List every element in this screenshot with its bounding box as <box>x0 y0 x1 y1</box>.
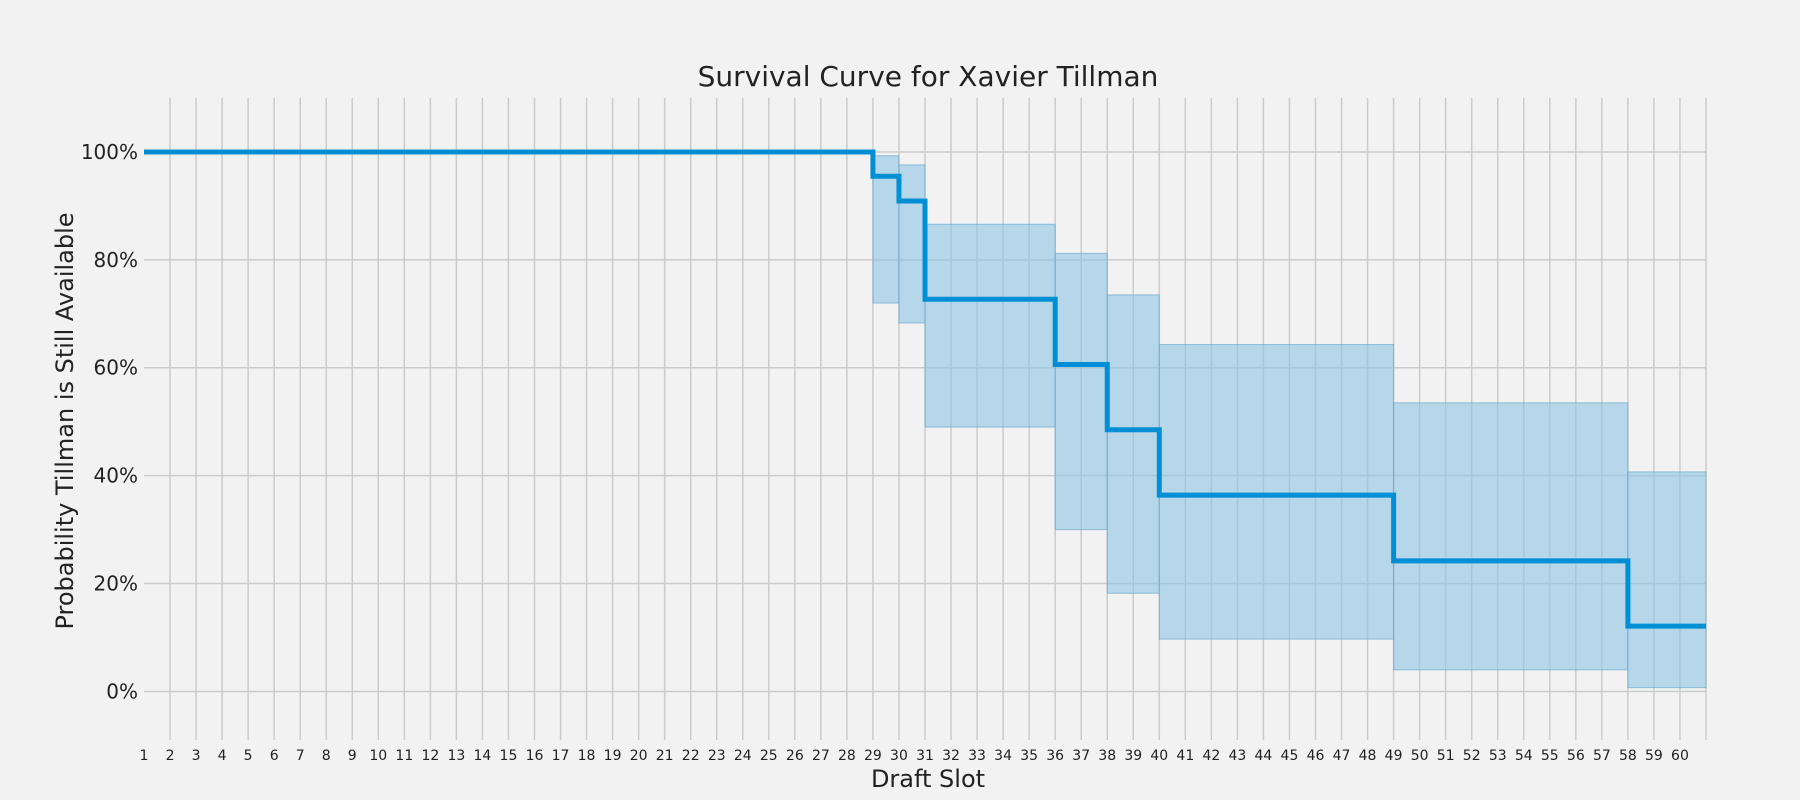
x-tick-label-57: 57 <box>1593 748 1611 764</box>
x-tick-label-43: 43 <box>1228 748 1246 764</box>
x-tick-label-25: 25 <box>760 748 778 764</box>
x-tick-label-49: 49 <box>1385 748 1403 764</box>
x-tick-label-54: 54 <box>1515 748 1533 764</box>
y-axis-label: Probability Tillman is Still Available <box>51 212 79 629</box>
ci-band-segment-36 <box>1054 252 1108 531</box>
x-tick-label-17: 17 <box>552 748 570 764</box>
x-tick-label-33: 33 <box>968 748 986 764</box>
y-tick-label-4: 80% <box>94 248 138 272</box>
x-tick-label-31: 31 <box>916 748 934 764</box>
ci-band-segment-58 <box>1627 471 1707 689</box>
x-tick-label-55: 55 <box>1541 748 1559 764</box>
x-tick-label-12: 12 <box>421 748 439 764</box>
x-tick-label-16: 16 <box>526 748 544 764</box>
x-tick-label-11: 11 <box>395 748 413 764</box>
x-tick-label-19: 19 <box>604 748 622 764</box>
x-tick-label-22: 22 <box>682 748 700 764</box>
x-tick-label-4: 4 <box>218 748 227 764</box>
x-tick-label-13: 13 <box>447 748 465 764</box>
x-tick-label-56: 56 <box>1567 748 1585 764</box>
ci-band-segment-38 <box>1106 294 1160 594</box>
x-tick-label-8: 8 <box>322 748 331 764</box>
x-tick-label-45: 45 <box>1281 748 1299 764</box>
x-tick-label-41: 41 <box>1176 748 1194 764</box>
x-tick-label-47: 47 <box>1333 748 1351 764</box>
confidence-band <box>872 155 1707 689</box>
y-tick-label-5: 100% <box>81 140 138 164</box>
ci-band-segment-40 <box>1158 344 1395 640</box>
x-tick-label-9: 9 <box>348 748 357 764</box>
x-tick-label-1: 1 <box>140 748 149 764</box>
x-tick-label-10: 10 <box>369 748 387 764</box>
ci-band-segment-31 <box>924 223 1056 428</box>
x-tick-label-24: 24 <box>734 748 752 764</box>
y-tick-label-0: 0% <box>106 679 138 703</box>
y-tick-labels: 0% 20% 40% 60% 80% 100% <box>81 140 138 703</box>
x-tick-label-34: 34 <box>994 748 1012 764</box>
y-tick-label-3: 60% <box>94 356 138 380</box>
x-tick-label-6: 6 <box>270 748 279 764</box>
x-tick-label-50: 50 <box>1411 748 1429 764</box>
x-tick-label-58: 58 <box>1619 748 1637 764</box>
survival-line-group <box>144 149 1706 629</box>
x-tick-label-15: 15 <box>500 748 518 764</box>
x-axis-label: Draft Slot <box>871 765 985 793</box>
survival-line <box>144 149 1706 629</box>
x-tick-label-40: 40 <box>1150 748 1168 764</box>
x-tick-label-53: 53 <box>1489 748 1507 764</box>
x-tick-label-44: 44 <box>1255 748 1273 764</box>
x-tick-label-37: 37 <box>1072 748 1090 764</box>
x-tick-label-2: 2 <box>166 748 175 764</box>
x-tick-label-38: 38 <box>1098 748 1116 764</box>
y-tick-label-2: 40% <box>94 464 138 488</box>
x-tick-label-42: 42 <box>1202 748 1220 764</box>
x-tick-label-7: 7 <box>296 748 305 764</box>
ci-band-segment-30 <box>898 164 926 324</box>
x-tick-label-23: 23 <box>708 748 726 764</box>
x-tick-label-20: 20 <box>630 748 648 764</box>
x-tick-label-5: 5 <box>244 748 253 764</box>
x-tick-label-3: 3 <box>192 748 201 764</box>
x-tick-labels: 1 2 3 4 5 6 7 8 9 10 11 12 13 14 15 16 17 18 19 20 21 22 23 24 2… <box>140 748 1689 764</box>
x-tick-label-52: 52 <box>1463 748 1481 764</box>
x-tick-label-29: 29 <box>864 748 882 764</box>
x-tick-label-32: 32 <box>942 748 960 764</box>
x-tick-label-30: 30 <box>890 748 908 764</box>
x-tick-label-21: 21 <box>656 748 674 764</box>
x-tick-label-36: 36 <box>1046 748 1064 764</box>
x-tick-label-48: 48 <box>1359 748 1377 764</box>
x-tick-label-28: 28 <box>838 748 856 764</box>
x-tick-label-46: 46 <box>1307 748 1325 764</box>
x-tick-label-27: 27 <box>812 748 830 764</box>
x-tick-label-60: 60 <box>1671 748 1689 764</box>
ci-band-segment-49 <box>1393 402 1629 671</box>
ci-band-segment-29 <box>872 155 900 304</box>
x-tick-label-59: 59 <box>1645 748 1663 764</box>
chart-title: Survival Curve for Xavier Tillman <box>698 60 1159 93</box>
x-tick-label-18: 18 <box>578 748 596 764</box>
x-tick-label-35: 35 <box>1020 748 1038 764</box>
y-tick-label-1: 20% <box>94 572 138 596</box>
x-tick-label-39: 39 <box>1124 748 1142 764</box>
x-tick-label-51: 51 <box>1437 748 1455 764</box>
x-tick-label-26: 26 <box>786 748 804 764</box>
x-tick-label-14: 14 <box>474 748 492 764</box>
